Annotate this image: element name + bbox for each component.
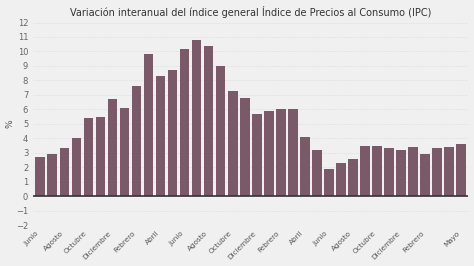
Bar <box>72 138 81 196</box>
Bar <box>252 114 262 196</box>
Bar <box>348 159 358 196</box>
Bar <box>288 109 298 196</box>
Bar <box>336 163 346 196</box>
Bar <box>300 137 310 196</box>
Bar <box>312 150 322 196</box>
Bar <box>276 109 286 196</box>
Bar <box>144 54 153 196</box>
Bar <box>384 148 394 196</box>
Bar <box>445 147 454 196</box>
Bar <box>432 148 442 196</box>
Bar <box>36 157 45 196</box>
Bar <box>180 49 190 196</box>
Bar <box>96 117 105 196</box>
Title: Variación interanual del índice general Índice de Precios al Consumo (IPC): Variación interanual del índice general … <box>70 6 431 18</box>
Bar <box>47 154 57 196</box>
Bar <box>119 108 129 196</box>
Bar <box>360 146 370 196</box>
Bar <box>396 150 406 196</box>
Bar <box>204 46 213 196</box>
Bar <box>156 76 165 196</box>
Bar <box>228 90 237 196</box>
Bar <box>372 146 382 196</box>
Bar <box>192 40 201 196</box>
Bar <box>168 70 177 196</box>
Bar <box>324 169 334 196</box>
Bar <box>408 147 418 196</box>
Bar <box>264 111 273 196</box>
Bar <box>132 86 141 196</box>
Bar <box>83 118 93 196</box>
Bar <box>108 99 117 196</box>
Bar <box>60 148 69 196</box>
Bar <box>216 66 226 196</box>
Bar <box>420 154 430 196</box>
Bar <box>456 144 466 196</box>
Bar <box>240 98 249 196</box>
Y-axis label: %: % <box>6 119 15 128</box>
